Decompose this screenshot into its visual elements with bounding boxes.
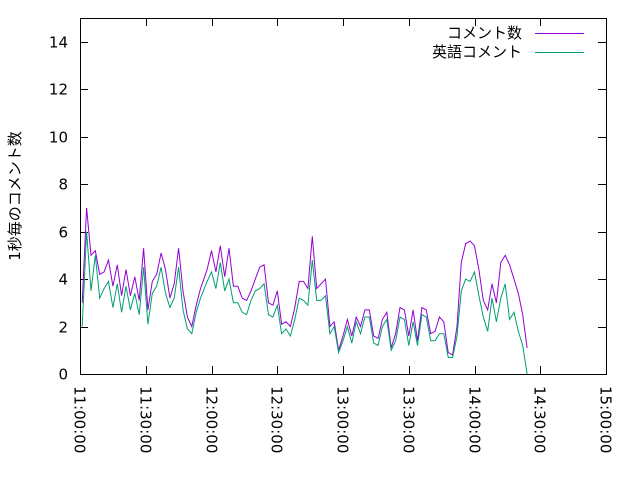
y-tick-label: 6 <box>58 224 68 242</box>
y-tick-label: 0 <box>58 366 68 384</box>
legend-label-1: 英語コメント <box>432 43 522 61</box>
plot-frame <box>80 18 607 375</box>
y-tick-label: 4 <box>58 271 68 289</box>
y-axis: 0 2 4 6 8 10 12 14 <box>49 34 606 384</box>
series-line-0 <box>81 207 528 356</box>
x-tick-label: 12:30:00 <box>268 386 286 453</box>
x-axis: 11:00:00 11:30:00 12:00:00 12:30:00 13:00:00… <box>71 18 615 453</box>
legend-label-0: コメント数 <box>447 24 522 42</box>
y-tick-label: 8 <box>58 176 68 194</box>
y-tick-label: 12 <box>49 81 68 99</box>
x-tick-label: 14:00:00 <box>466 386 484 453</box>
series-line-1 <box>81 231 528 375</box>
y-axis-label: 1秒毎のコメント数 <box>6 131 24 261</box>
y-tick-label: 2 <box>58 319 68 337</box>
x-tick-label: 12:00:00 <box>203 386 221 453</box>
x-tick-label: 15:00:00 <box>597 386 615 453</box>
x-tick-label: 13:30:00 <box>400 386 418 453</box>
series-lines <box>81 207 528 375</box>
x-tick-label: 14:30:00 <box>531 386 549 453</box>
x-tick-label: 11:00:00 <box>71 386 89 453</box>
y-tick-label: 10 <box>49 129 68 147</box>
x-tick-label: 13:00:00 <box>334 386 352 453</box>
y-tick-label: 14 <box>49 34 68 52</box>
x-tick-label: 11:30:00 <box>137 386 155 453</box>
